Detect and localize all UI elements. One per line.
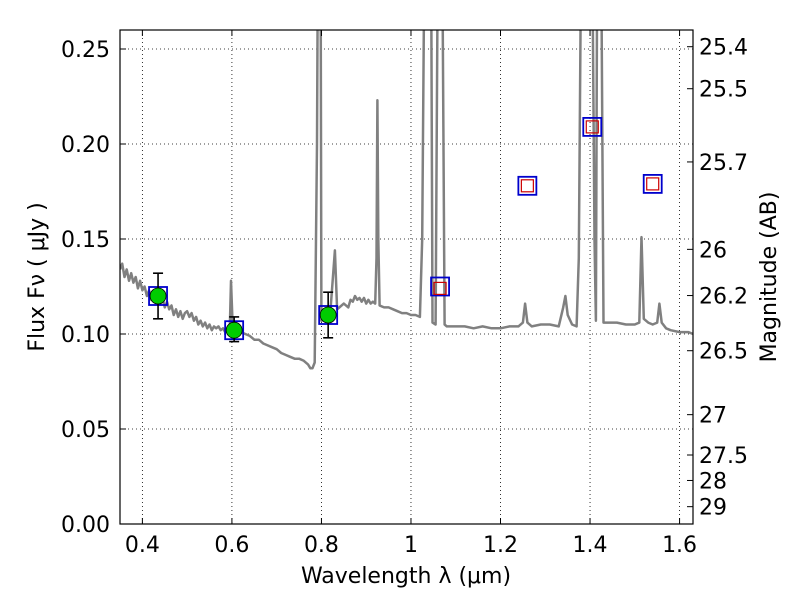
upper-limit-square (433, 281, 447, 295)
x-tick-label: 1.2 (483, 533, 518, 558)
observed-flux-point (319, 306, 337, 324)
mag-tick-label: 28 (699, 469, 727, 494)
mag-tick-label: 25.5 (699, 78, 748, 103)
mag-tick-label: 27.5 (699, 444, 748, 469)
y-axis-right-title: Magnitude (AB) (757, 192, 782, 363)
upper-limit-square (520, 179, 534, 193)
plot-area (120, 30, 693, 370)
mag-tick-label: 27 (699, 404, 727, 429)
y-tick-label: 0.00 (61, 513, 110, 538)
x-tick-label: 0.6 (214, 533, 249, 558)
mag-tick-label: 29 (699, 496, 727, 521)
grid-lines (120, 30, 693, 525)
x-tick-label: 0.8 (304, 533, 339, 558)
x-tick-label: 0.4 (125, 533, 160, 558)
y-axis-left: 0.00 0.05 0.10 0.15 0.20 0.25 (61, 38, 126, 538)
model-photometry-square (430, 276, 450, 297)
model-photometry-square (517, 175, 538, 196)
mag-tick-label: 25.7 (699, 151, 748, 176)
model-photometry-square (642, 173, 663, 194)
y-tick-label: 0.25 (61, 38, 110, 63)
x-tick-label: 1.4 (573, 533, 608, 558)
x-tick-label: 1.6 (662, 533, 697, 558)
mag-tick-label: 26 (699, 238, 727, 263)
y-axis-title: Flux Fν ( μJy ) (25, 202, 50, 351)
model-spectrum-line (120, 30, 693, 370)
plot-frame (119, 29, 694, 525)
upper-limit-square (646, 177, 660, 191)
observed-flux-point (225, 321, 243, 339)
mag-tick-label: 25.4 (699, 36, 748, 61)
upper-limit-square (585, 120, 599, 134)
x-axis-title: Wavelength λ (μm) (301, 564, 511, 589)
mag-tick-label: 26.5 (699, 340, 748, 365)
x-axis: 0.4 0.6 0.8 1 1.2 1.4 1.6 (125, 30, 697, 558)
y-tick-label: 0.20 (61, 133, 110, 158)
y-tick-label: 0.05 (61, 418, 110, 443)
observed-flux-point (149, 287, 167, 305)
model-photometry-square (582, 117, 603, 137)
mag-tick-label: 26.2 (699, 285, 748, 310)
y-tick-label: 0.10 (61, 323, 110, 348)
y-tick-label: 0.15 (61, 228, 110, 253)
x-tick-label: 1 (404, 533, 418, 558)
